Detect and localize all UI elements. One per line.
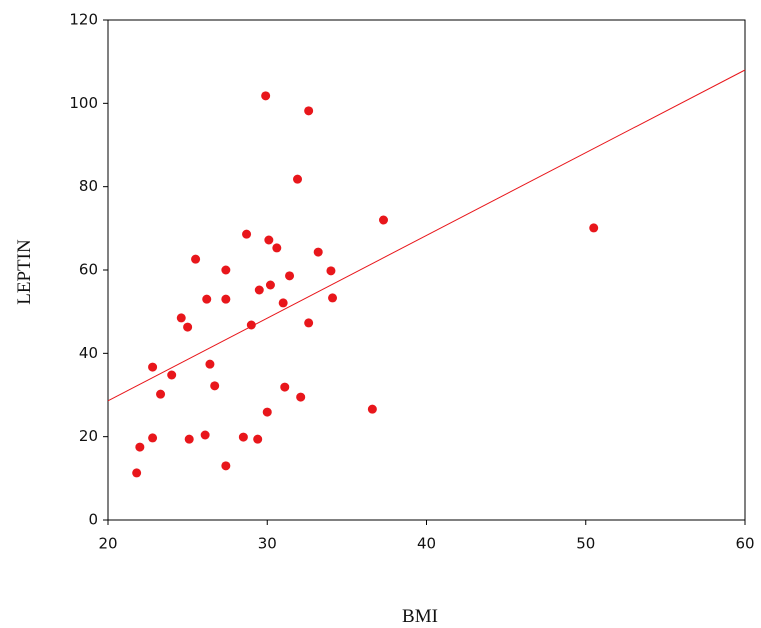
y-tick-label: 20 — [79, 427, 98, 445]
y-tick-label: 100 — [69, 94, 98, 112]
scatter-point — [262, 407, 272, 417]
scatter-point — [589, 223, 599, 233]
fit-line — [107, 69, 746, 402]
scatter-point — [379, 215, 389, 225]
scatter-point — [210, 381, 220, 391]
scatter-point — [328, 293, 338, 303]
scatter-point — [200, 430, 210, 440]
y-axis-title: LEPTIN — [14, 239, 35, 305]
scatter-point — [135, 442, 145, 452]
scatter-point — [304, 106, 314, 116]
scatter-point — [156, 389, 166, 399]
scatter-point — [221, 294, 231, 304]
x-tick-label: 40 — [417, 535, 436, 553]
scatter-point — [254, 285, 264, 295]
scatter-point — [238, 432, 248, 442]
scatter-point — [304, 318, 314, 328]
scatter-point — [272, 243, 282, 253]
y-tick-label: 120 — [69, 11, 98, 29]
scatter-point — [148, 433, 158, 443]
y-tick-label: 0 — [88, 511, 98, 529]
scatter-point — [367, 404, 377, 414]
scatter-point — [264, 235, 274, 245]
scatter-point — [265, 280, 275, 290]
scatter-point — [202, 294, 212, 304]
scatter-point — [205, 359, 215, 369]
scatter-point — [176, 313, 186, 323]
scatter-point — [132, 468, 142, 478]
scatter-point — [221, 461, 231, 471]
x-tick-label: 30 — [258, 535, 277, 553]
scatter-point — [326, 266, 336, 276]
scatter-point — [242, 229, 252, 239]
scatter-point — [253, 434, 263, 444]
scatter-point — [285, 271, 295, 281]
scatter-point — [221, 265, 231, 275]
scatter-point — [148, 362, 158, 372]
scatter-point — [183, 322, 193, 332]
plot-frame — [107, 19, 746, 521]
scatter-point — [167, 370, 177, 380]
scatter-point — [313, 247, 323, 257]
scatter-point — [278, 298, 288, 308]
scatter-point — [293, 174, 303, 184]
scatter-point — [246, 320, 256, 330]
x-axis-title: BMI — [402, 606, 438, 627]
x-tick-label: 60 — [735, 535, 754, 553]
scatter-point — [191, 254, 201, 264]
y-tick-label: 60 — [79, 261, 98, 279]
y-tick-label: 80 — [79, 177, 98, 195]
x-tick-label: 50 — [576, 535, 595, 553]
scatter-point — [261, 91, 271, 101]
scatter-point — [296, 392, 306, 402]
scatter-point — [280, 382, 290, 392]
x-tick-label: 20 — [98, 535, 117, 553]
scatter-point — [184, 434, 194, 444]
y-tick-label: 40 — [79, 344, 98, 362]
